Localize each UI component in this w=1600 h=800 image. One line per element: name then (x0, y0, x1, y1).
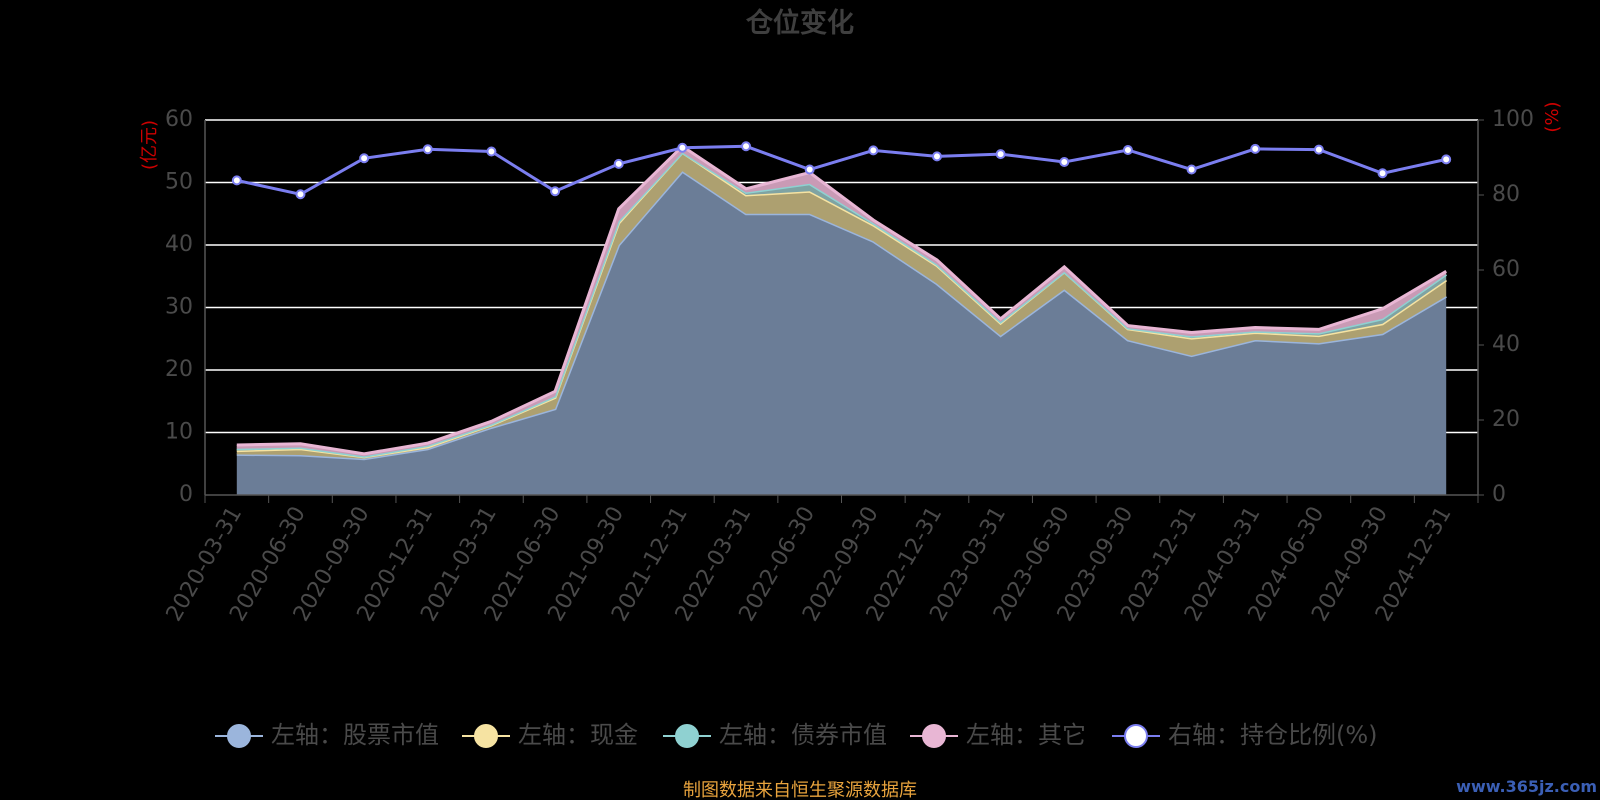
y-right-tick-label: 40 (1492, 332, 1520, 357)
y-left-tick-label: 0 (179, 482, 193, 507)
y-right-tick-label: 60 (1492, 257, 1520, 282)
data-source-note: 制图数据来自恒生聚源数据库 (683, 780, 917, 800)
ratio-point (231, 175, 242, 186)
y-right-tick-label: 100 (1492, 107, 1534, 132)
ratio-point (1313, 144, 1324, 155)
y-right-tick-label: 0 (1492, 482, 1506, 507)
ratio-point (868, 145, 879, 156)
legend-label: 左轴：债券市值 (719, 721, 887, 749)
ratio-point (295, 189, 306, 200)
watermark: www.365jz.com (1456, 777, 1597, 796)
ratio-point (677, 142, 688, 153)
right-axis-unit: (%) (1542, 101, 1563, 132)
legend: 左轴：股票市值 左轴：现金 左轴：债券市值 左轴：其它 右轴：持仓比例(%) (215, 721, 1378, 749)
ratio-point (1122, 145, 1133, 155)
y-left-tick-label: 50 (165, 170, 193, 195)
ratio-point (741, 141, 752, 152)
ratio-point (931, 151, 942, 162)
legend-label: 左轴：现金 (518, 721, 638, 749)
left-axis-unit: (亿元) (139, 120, 160, 170)
ratio-point (1059, 157, 1070, 167)
ratio-point (422, 144, 433, 155)
y-left-tick-label: 20 (165, 357, 193, 382)
ratio-point (1250, 143, 1261, 154)
ratio-point (1186, 164, 1197, 175)
legend-swatch-marker (1124, 724, 1148, 748)
stacked-areas (236, 144, 1448, 496)
ratio-point (1441, 154, 1452, 165)
y-right-tick-label: 80 (1492, 182, 1520, 207)
y-left-tick-label: 10 (165, 420, 193, 445)
chart-title: 仓位变化 (745, 7, 854, 39)
legend-swatch-marker (675, 724, 699, 748)
ratio-point (613, 158, 624, 169)
legend-swatch-marker (474, 724, 498, 748)
ratio-line-layer (231, 141, 1452, 200)
ratio-line (236, 144, 1447, 196)
ratio-point (359, 153, 370, 164)
y-left-tick-label: 40 (165, 232, 193, 257)
legend-label: 左轴：其它 (966, 721, 1086, 749)
area-line-3 (236, 144, 1447, 456)
y-right-tick-label: 20 (1492, 407, 1520, 432)
ratio-point (486, 146, 497, 157)
legend-swatch-marker (922, 724, 946, 748)
ratio-point (550, 186, 561, 197)
legend-label: 右轴：持仓比例(%) (1168, 721, 1378, 749)
ratio-point (804, 164, 815, 175)
area-1 (236, 152, 1447, 459)
legend-swatch-marker (227, 724, 251, 748)
ratio-point (1377, 168, 1388, 179)
y-left-tick-label: 60 (165, 107, 193, 132)
y-left-tick-label: 30 (165, 295, 193, 320)
ratio-point (995, 149, 1006, 160)
legend-label: 左轴：股票市值 (271, 721, 439, 749)
